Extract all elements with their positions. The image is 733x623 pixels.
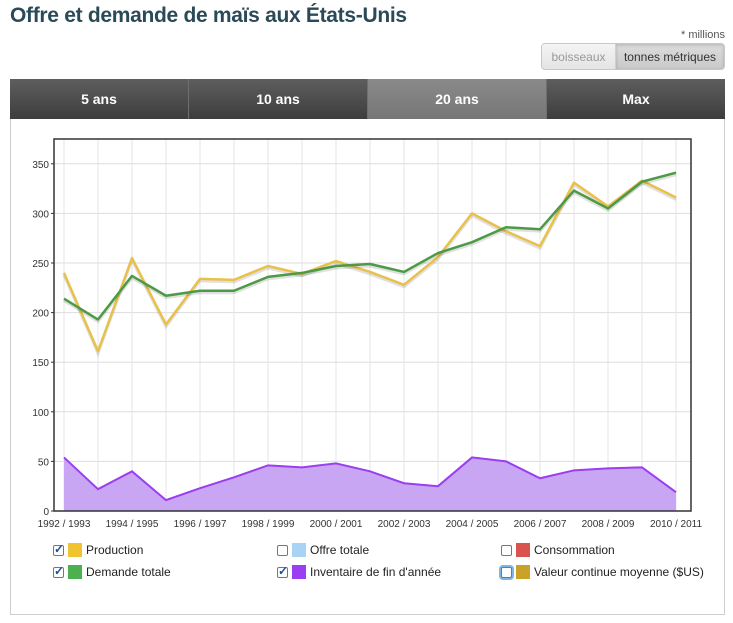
y-tick-label: 50 [38, 457, 50, 468]
tab-10-years[interactable]: 10 ans [189, 79, 368, 119]
legend-consumption-swatch [516, 543, 530, 557]
legend-ending-stocks[interactable]: Inventaire de fin d'année [277, 563, 441, 581]
inventaire-de-fin-d-ann-e-line [63, 456, 677, 502]
y-tick-label: 300 [32, 209, 49, 220]
legend-total-supply-swatch [292, 543, 306, 557]
legend-ending-stocks-swatch [292, 565, 306, 579]
x-tick-label: 1998 / 1999 [242, 519, 295, 530]
production-line [62, 179, 677, 353]
legend-ending-stocks-checkbox[interactable] [277, 564, 288, 578]
x-tick-label: 2008 / 2009 [582, 519, 635, 530]
legend-total-supply-label: Offre totale [310, 543, 370, 557]
unit-bushels-button[interactable]: boisseaux [542, 44, 616, 69]
legend-total-supply-checkbox[interactable] [277, 544, 288, 556]
y-tick-label: 100 [32, 408, 49, 419]
legend-production-label: Production [86, 543, 144, 557]
page-title: Offre et demande de maïs aux États-Unis [10, 4, 407, 27]
x-tick-label: 1996 / 1997 [174, 519, 227, 530]
x-tick-label: 1994 / 1995 [106, 519, 159, 530]
unit-metric-tons-button[interactable]: tonnes métriques [616, 44, 724, 69]
legend-ending-stocks-label: Inventaire de fin d'année [310, 565, 442, 579]
legend-production-checkbox[interactable] [53, 542, 64, 556]
legend-consumption-label: Consommation [534, 543, 615, 557]
plot-background [54, 139, 691, 511]
legend-production[interactable]: Production [53, 541, 143, 559]
demande-totale-shadow [63, 173, 677, 324]
legend-total-demand-swatch [68, 565, 82, 579]
y-tick-label: 150 [32, 358, 49, 369]
legend-avg-price[interactable]: Valeur continue moyenne ($US) [501, 563, 704, 581]
y-tick-label: 350 [32, 160, 49, 171]
x-tick-label: 2006 / 2007 [514, 519, 567, 530]
legend-total-demand-checkbox[interactable] [53, 564, 64, 578]
legend-total-demand[interactable]: Demande totale [53, 563, 171, 581]
y-tick-label: 200 [32, 309, 49, 320]
legend-consumption[interactable]: Consommation [501, 541, 615, 559]
legend-avg-price-checkbox[interactable] [501, 566, 512, 578]
tab-20-years[interactable]: 20 ans [368, 79, 547, 119]
x-tick-label: 2004 / 2005 [446, 519, 499, 530]
y-tick-label: 0 [43, 507, 49, 518]
chart: 0 50 100 150 200 250 300 350 1992 / 1993 1994 / 1… [32, 138, 703, 530]
x-tick-label: 2010 / 2011 [650, 519, 703, 530]
legend-total-supply[interactable]: Offre totale [277, 541, 369, 559]
x-tick-label: 2002 / 2003 [378, 519, 431, 530]
chart-panel: 0 50 100 150 200 250 300 350 1992 / 1993 1994 / 1… [10, 119, 725, 615]
legend-total-demand-label: Demande totale [86, 565, 171, 579]
x-tick-label: 2000 / 2001 [310, 519, 363, 530]
plot-frame [53, 138, 692, 512]
legend-consumption-checkbox[interactable] [501, 544, 512, 556]
period-tabs: 5 ans 10 ans 20 ans Max [10, 79, 725, 119]
unit-toggle: boisseaux tonnes métriques [541, 43, 725, 70]
legend-avg-price-swatch [516, 565, 530, 579]
y-tick-label: 250 [32, 259, 49, 270]
legend-avg-price-label: Valeur continue moyenne ($US) [534, 565, 704, 579]
x-tick-label: 1992 / 1993 [38, 519, 91, 530]
demande-totale-line [63, 171, 677, 321]
tab-5-years[interactable]: 5 ans [10, 79, 189, 119]
units-note: * millions [680, 29, 725, 41]
legend-production-swatch [68, 543, 82, 557]
tab-max[interactable]: Max [547, 79, 725, 119]
